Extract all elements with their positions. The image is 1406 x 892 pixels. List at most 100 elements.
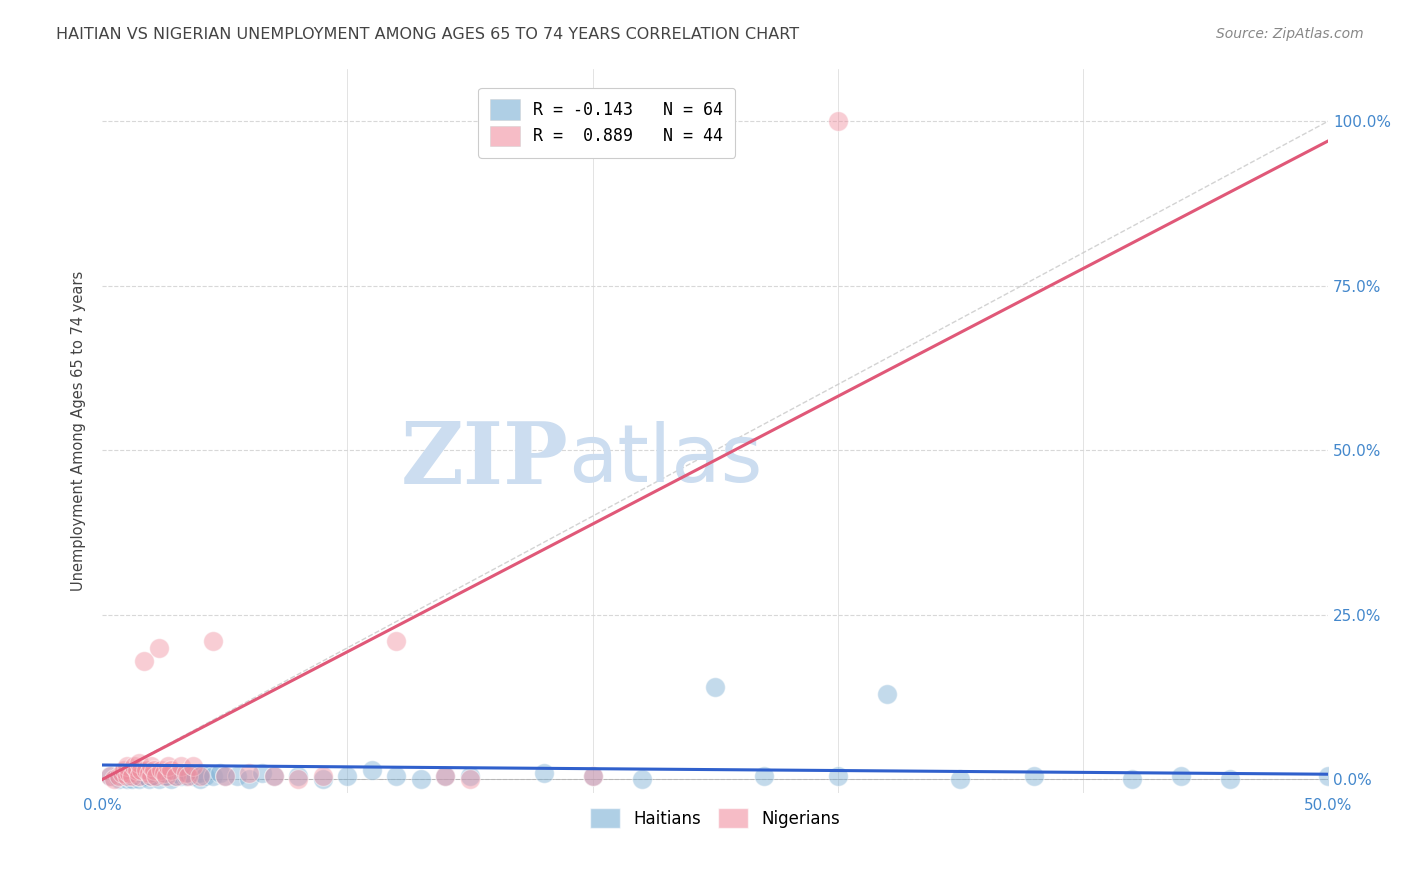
Point (128, 756, 150, 770)
Point (148, 772, 170, 787)
Point (704, 681, 727, 695)
Point (157, 769, 180, 783)
Point (155, 769, 177, 783)
Point (250, 765, 273, 780)
Point (150, 765, 173, 780)
Point (150, 763, 173, 777)
Point (458, 769, 481, 783)
Point (115, 769, 138, 783)
Point (152, 769, 174, 783)
Point (361, 763, 384, 777)
Point (1170, 769, 1192, 783)
Y-axis label: Unemployment Among Ages 65 to 74 years: Unemployment Among Ages 65 to 74 years (72, 270, 86, 591)
Point (827, 769, 849, 783)
Point (165, 769, 187, 783)
Text: atlas: atlas (568, 420, 762, 499)
Point (170, 759, 193, 773)
Point (287, 769, 309, 783)
Point (188, 772, 211, 787)
Point (122, 769, 145, 783)
Point (108, 772, 131, 787)
Point (336, 769, 359, 783)
Point (181, 769, 204, 783)
Point (238, 772, 260, 787)
Point (174, 769, 197, 783)
Point (142, 763, 165, 777)
Point (141, 769, 163, 783)
Point (111, 769, 134, 783)
Point (1317, 769, 1340, 783)
Point (155, 765, 177, 780)
Point (132, 769, 155, 783)
Point (103, 772, 125, 787)
Point (214, 769, 236, 783)
Point (434, 769, 457, 783)
Point (157, 759, 180, 773)
Point (115, 772, 138, 787)
Point (188, 769, 211, 783)
Point (174, 765, 197, 780)
Point (208, 765, 231, 780)
Point (201, 634, 224, 648)
Point (194, 769, 217, 783)
Point (141, 759, 163, 773)
Point (1022, 769, 1045, 783)
Point (581, 769, 603, 783)
Point (226, 769, 249, 783)
Point (105, 769, 128, 783)
Point (121, 769, 143, 783)
Text: Source: ZipAtlas.com: Source: ZipAtlas.com (1216, 27, 1364, 41)
Point (115, 769, 138, 783)
Point (181, 759, 204, 773)
Point (1121, 772, 1143, 787)
Point (177, 769, 200, 783)
Point (138, 772, 160, 787)
Point (132, 654, 155, 668)
Point (160, 763, 183, 777)
Point (630, 772, 652, 787)
Point (152, 765, 174, 780)
Point (177, 765, 200, 780)
Point (409, 772, 432, 787)
Point (125, 763, 148, 777)
Point (112, 763, 135, 777)
Point (135, 769, 157, 783)
Point (214, 769, 236, 783)
Point (141, 765, 163, 780)
Point (160, 772, 183, 787)
Point (111, 765, 134, 780)
Point (145, 769, 167, 783)
Point (118, 769, 141, 783)
Point (148, 640, 170, 655)
Point (876, 687, 898, 701)
Point (121, 765, 143, 780)
Point (312, 772, 335, 787)
Point (98, 769, 121, 783)
Point (118, 765, 141, 780)
Point (385, 769, 408, 783)
Point (128, 772, 150, 787)
Point (165, 765, 187, 780)
Point (141, 769, 163, 783)
Point (201, 769, 224, 783)
Point (112, 769, 135, 783)
Point (165, 769, 187, 783)
Point (581, 769, 603, 783)
Point (385, 634, 408, 648)
Point (949, 772, 972, 787)
Point (125, 769, 148, 783)
Point (287, 772, 309, 787)
Point (135, 763, 157, 777)
Point (131, 763, 153, 777)
Point (434, 769, 457, 783)
Point (533, 765, 555, 780)
Point (238, 765, 260, 780)
Point (458, 772, 481, 787)
Point (263, 769, 285, 783)
Point (312, 769, 335, 783)
Point (128, 769, 150, 783)
Point (108, 769, 131, 783)
Text: ZIP: ZIP (401, 417, 568, 501)
Point (122, 759, 145, 773)
Point (263, 769, 285, 783)
